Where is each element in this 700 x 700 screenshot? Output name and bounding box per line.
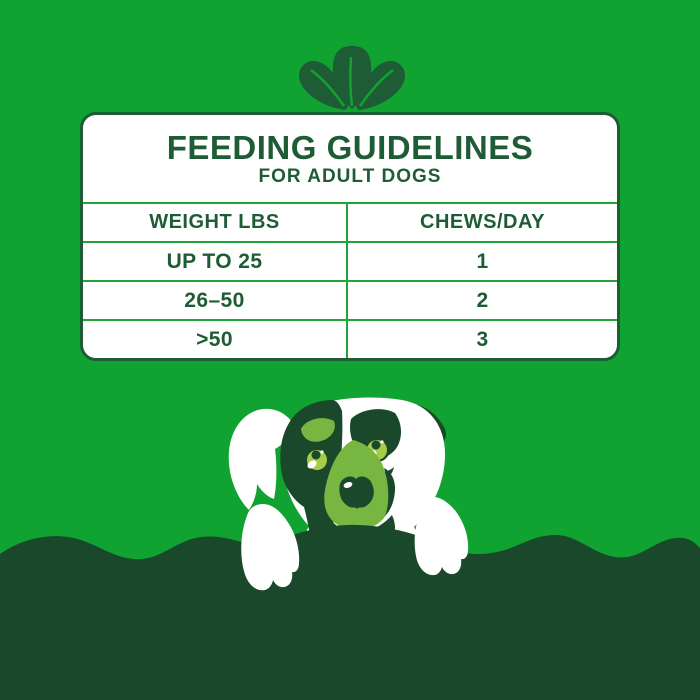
card-header: FEEDING GUIDELINES FOR ADULT DOGS <box>83 115 617 202</box>
column-header-chews: CHEWS/DAY <box>346 204 617 241</box>
table-cell-chews: 1 <box>346 243 617 280</box>
table-row: UP TO 25 1 <box>83 241 617 280</box>
dog-right-eye <box>364 436 390 462</box>
table-cell-chews: 2 <box>346 282 617 319</box>
dog-paws <box>241 496 469 591</box>
table-cell-weight: >50 <box>196 327 233 351</box>
wave-ground <box>0 524 700 700</box>
dog-left-eye <box>304 446 330 472</box>
page-subtitle: FOR ADULT DOGS <box>258 166 442 187</box>
table-cell-weight: UP TO 25 <box>166 249 263 273</box>
dog-nose <box>339 476 374 509</box>
feeding-guidelines-card: FEEDING GUIDELINES FOR ADULT DOGS WEIGHT… <box>80 112 620 361</box>
table-cell-chews: 3 <box>346 321 617 358</box>
dog-peeking-over-wave-icon <box>228 397 447 572</box>
feeding-table: WEIGHT LBS CHEWS/DAY UP TO 25 1 26–50 2 … <box>83 202 617 358</box>
table-body: UP TO 25 1 26–50 2 >50 3 <box>83 241 617 358</box>
leaf-sprig-icon <box>298 45 406 110</box>
column-header-weight: WEIGHT LBS <box>149 211 280 233</box>
table-header-row: WEIGHT LBS CHEWS/DAY <box>83 202 617 241</box>
table-cell-weight: 26–50 <box>184 288 245 312</box>
table-row: 26–50 2 <box>83 280 617 319</box>
page-title: FEEDING GUIDELINES <box>166 129 534 166</box>
table-row: >50 3 <box>83 319 617 358</box>
